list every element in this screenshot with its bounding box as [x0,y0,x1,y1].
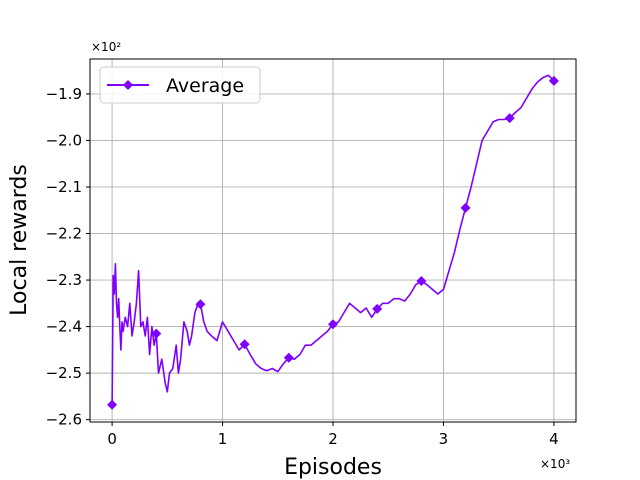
data-point-marker [107,399,118,410]
data-point-marker [328,319,338,330]
x-tick-label: 1 [218,430,228,448]
y-tick-label: −2.3 [46,271,82,289]
data-point-marker [283,352,294,363]
y-tick-label: −2.1 [46,178,82,196]
y-tick-label: −2.6 [46,411,82,429]
x-tick-label: 0 [107,430,117,448]
data-point-marker [151,328,162,339]
legend-marker-average [123,80,133,90]
y-multiplier-label: ×10² [91,40,121,54]
x-multiplier-label: ×10³ [540,457,570,471]
y-tick-label: −2.5 [46,364,82,382]
legend: Average [99,66,261,104]
series-layer [107,74,559,410]
x-axis-label: Episodes [284,455,382,480]
x-tick-label: 2 [328,430,338,448]
data-point-marker [239,339,250,350]
y-tick-label: −1.9 [46,85,82,103]
data-point-marker [460,202,471,213]
data-point-marker [504,113,515,124]
x-tick-label: 3 [439,430,449,448]
y-tick-label: −2.2 [46,225,82,243]
data-point-marker [195,299,206,310]
data-point-marker [548,75,559,86]
y-tick-label: −2.4 [46,318,82,336]
legend-box [99,66,261,104]
grid [90,59,576,422]
legend-label-average: Average [166,75,244,97]
data-point-marker [416,275,427,286]
series-line-average [111,74,555,405]
ticks: 0 1 2 3 4 −2.6 −2.5 −2.4 −2.3 −2.2 −2.1 −2.0 −1.9 [46,85,559,448]
y-tick-label: −2.0 [46,131,82,149]
data-point-marker [372,303,383,314]
x-tick-label: 4 [549,430,559,448]
y-axis-label: Local rewards [7,164,32,316]
